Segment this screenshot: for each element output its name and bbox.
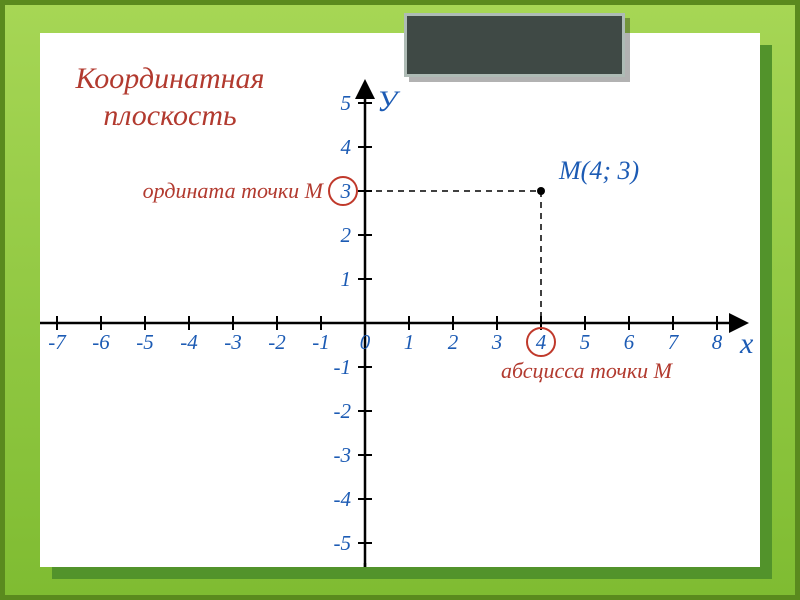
abscissa-label: абсцисса точки М <box>501 358 674 383</box>
point-label: М(4; 3) <box>558 156 639 185</box>
x-tick-label: 0 <box>360 330 371 354</box>
x-tick-label: -1 <box>312 330 330 354</box>
x-tick-label: -7 <box>48 330 67 354</box>
x-tick-label: -2 <box>268 330 286 354</box>
coordinate-plane: Координатнаяплоскость -8-7-6-5-4-3-2-101… <box>40 33 760 567</box>
title-line2: плоскость <box>103 99 236 132</box>
x-axis-label: х <box>739 327 754 360</box>
y-tick-label: -2 <box>334 399 352 423</box>
slide-background: Координатнаяплоскость -8-7-6-5-4-3-2-101… <box>0 0 800 600</box>
y-tick-label: -1 <box>334 355 352 379</box>
y-tick-label: 2 <box>341 223 352 247</box>
y-tick-label: -5 <box>334 531 352 555</box>
x-tick-label: 8 <box>712 330 723 354</box>
y-tick-label: 5 <box>341 91 352 115</box>
x-tick-label: -5 <box>136 330 154 354</box>
y-tick-label: 4 <box>341 135 352 159</box>
x-tick-label: 3 <box>491 330 503 354</box>
x-tick-label: 6 <box>624 330 635 354</box>
y-tick-label: 1 <box>341 267 352 291</box>
x-tick-label: -4 <box>180 330 198 354</box>
y-axis-label: У <box>377 85 401 118</box>
y-tick-label: -4 <box>334 487 352 511</box>
content-panel: Координатнаяплоскость -8-7-6-5-4-3-2-101… <box>40 33 760 567</box>
y-tick-label: -3 <box>334 443 352 467</box>
x-tick-label: 7 <box>668 330 680 354</box>
y-tick-label: 3 <box>340 179 352 203</box>
x-tick-label: -6 <box>92 330 110 354</box>
x-tick-label: 2 <box>448 330 459 354</box>
x-tick-label: 5 <box>580 330 591 354</box>
point-dot <box>537 187 545 195</box>
x-tick-label: -3 <box>224 330 242 354</box>
ordinate-label: ордината точки М <box>143 178 325 203</box>
x-tick-label: 1 <box>404 330 415 354</box>
x-tick-label: 4 <box>536 330 547 354</box>
title-line1: Координатная <box>75 62 265 95</box>
